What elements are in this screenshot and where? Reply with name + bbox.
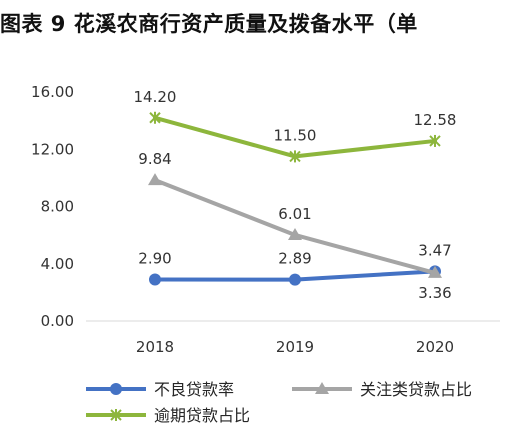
legend-marker-0 [110,383,122,395]
axes: 0.00 4.00 8.00 12.00 16.00 2018 2019 2020 [31,83,500,356]
series-layer [148,111,442,286]
x-tick-label: 2019 [276,338,314,356]
data-label: 6.01 [278,205,311,223]
data-label: 2.90 [138,249,171,267]
legend-label: 关注类贷款占比 [360,380,472,399]
data-point-1-1 [288,227,302,240]
data-point-1-0 [148,173,162,186]
data-label: 14.20 [134,88,177,106]
x-tick-label: 2018 [136,338,174,356]
y-tick-label: 12.00 [31,140,74,158]
y-tick-label: 8.00 [41,198,74,216]
legend-label: 逾期贷款占比 [154,406,250,425]
data-point-0-1 [289,273,301,286]
legend-marker-1 [315,382,329,394]
y-tick-label: 0.00 [41,312,74,330]
x-tick-label: 2020 [416,338,454,356]
data-labels: 2.90 2.89 3.47 9.84 6.01 3.36 14.20 11.50 12.58 [134,88,457,302]
legend-label: 不良贷款率 [154,380,234,399]
data-label: 11.50 [274,126,317,144]
legend-marker-2 [110,409,122,421]
y-tick-label: 16.00 [31,83,74,101]
data-point-1-2 [428,265,442,278]
data-point-0-0 [149,273,161,286]
data-point-2-0 [149,111,161,124]
data-point-2-2 [429,134,441,147]
data-label: 12.58 [414,111,457,129]
data-point-2-1 [289,150,301,163]
y-tick-label: 4.00 [41,255,74,273]
data-label: 3.36 [418,284,451,302]
data-label: 3.47 [418,241,451,259]
chart-title: 图表 9 花溪农商行资产质量及拨备水平（单 [0,12,418,36]
data-label: 9.84 [138,150,171,168]
data-label: 2.89 [278,250,311,268]
